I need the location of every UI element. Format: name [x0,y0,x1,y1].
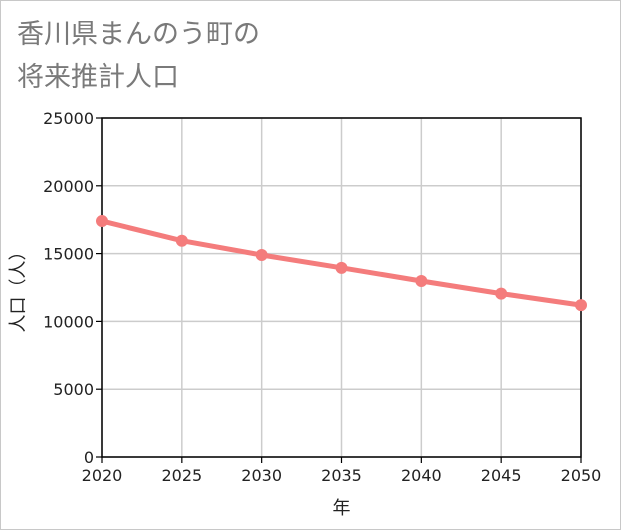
y-tick-label: 10000 [43,312,94,331]
x-tick-label: 2030 [241,466,282,485]
data-point [96,215,108,228]
y-tick-label: 20000 [43,177,94,196]
gridlines [101,117,582,458]
data-point [335,261,348,274]
chart-title-line1: 香川県まんのう町の [17,19,260,50]
data-point [575,299,587,312]
y-tick-label: 5000 [53,380,94,399]
x-axis-title: 年 [333,498,351,519]
data-points [96,215,587,312]
y-axis-ticks: 0 5000 10000 15000 20000 25000 [43,109,102,467]
y-tick-label: 15000 [43,245,94,264]
x-tick-label: 2020 [82,466,123,485]
x-tick-label: 2040 [401,466,442,485]
x-tick-label: 2035 [321,466,362,485]
data-point [175,234,188,247]
x-tick-label: 2025 [161,466,202,485]
x-tick-label: 2045 [481,466,522,485]
y-tick-label: 0 [84,448,94,467]
data-point [255,248,268,261]
x-axis-ticks: 2020 2025 2030 2035 2040 2045 2050 [82,457,602,485]
chart-title: 香川県まんのう町の 将来推計人口 [17,13,260,99]
x-tick-label: 2050 [561,466,602,485]
y-axis-title: 人口（人） [8,243,29,333]
data-point [495,287,508,300]
chart-title-line2: 将来推計人口 [17,62,179,93]
data-point [415,274,428,287]
y-tick-label: 25000 [43,109,94,128]
